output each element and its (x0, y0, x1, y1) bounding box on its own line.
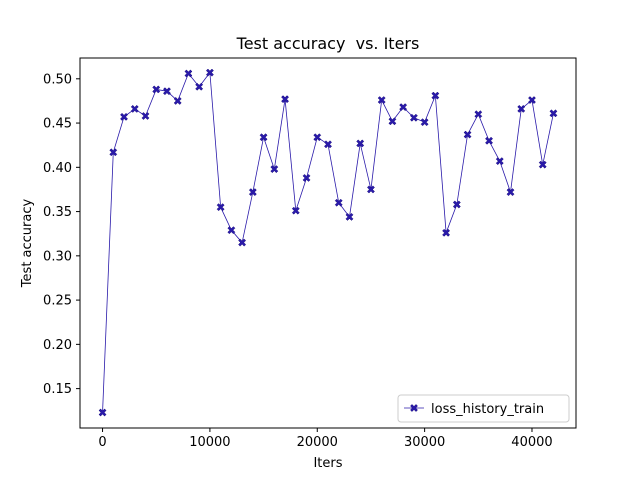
data-point-marker (216, 203, 225, 212)
data-point-marker (152, 85, 161, 94)
data-point-marker (109, 148, 118, 157)
data-point-marker (442, 228, 451, 237)
series-layer (98, 68, 558, 417)
data-point-marker (270, 165, 279, 174)
x-tick-label: 20000 (297, 435, 338, 450)
data-point-marker (173, 96, 182, 105)
y-tick-label: 0.35 (43, 205, 72, 220)
data-point-marker (538, 160, 547, 169)
data-point-marker (366, 185, 375, 194)
x-axis-ticks: 0 10000 20000 30000 40000 (98, 428, 553, 450)
data-point-marker (356, 139, 365, 148)
y-tick-label: 0.25 (43, 294, 72, 309)
y-tick-label: 0.50 (43, 72, 72, 87)
data-point-marker (388, 117, 397, 126)
data-point-marker (452, 200, 461, 209)
x-tick-label: 40000 (511, 435, 552, 450)
data-point-marker (120, 112, 128, 121)
data-point-marker (227, 226, 236, 235)
x-tick-label: 0 (98, 435, 106, 450)
data-point-marker (259, 133, 268, 142)
data-point-marker (409, 113, 418, 122)
data-point-marker (184, 69, 193, 78)
data-point-marker (313, 133, 322, 142)
y-axis-label: Test accuracy (20, 199, 35, 289)
y-tick-label: 0.30 (43, 249, 72, 264)
data-point-marker (549, 109, 558, 118)
legend-marker-swatch (410, 404, 418, 412)
data-point-marker (334, 198, 343, 207)
y-axis-ticks: 0.15 0.20 0.25 0.30 0.35 0.40 0.45 0.50 (43, 72, 80, 397)
y-tick-label: 0.15 (43, 382, 72, 397)
data-point-marker (302, 173, 311, 182)
x-tick-label: 30000 (404, 435, 445, 450)
data-point-marker (248, 188, 257, 197)
chart-title: Test accuracy vs. Iters (236, 34, 420, 53)
data-point-marker (163, 87, 171, 96)
legend-label: loss_history_train (431, 402, 544, 417)
data-point-marker (420, 118, 429, 127)
data-point-marker (506, 188, 515, 197)
data-point-marker (485, 136, 493, 145)
legend-box (397, 394, 570, 423)
y-tick-label: 0.20 (43, 338, 72, 353)
data-point-marker (474, 110, 483, 119)
data-point-marker (463, 130, 472, 139)
data-point-marker (98, 408, 107, 417)
data-point-marker (291, 206, 300, 215)
data-point-marker (205, 68, 214, 77)
data-point-marker (517, 104, 526, 113)
x-axis-label: Iters (313, 456, 342, 471)
y-tick-label: 0.45 (43, 117, 72, 132)
legend: loss_history_train (397, 394, 570, 423)
data-point-marker (141, 112, 150, 120)
y-tick-label: 0.40 (43, 161, 72, 176)
data-point-marker (431, 91, 440, 100)
data-point-marker (377, 96, 386, 105)
data-point-marker (345, 212, 354, 221)
data-point-marker (281, 95, 290, 104)
plot-area-frame (79, 57, 577, 429)
data-point-marker (324, 140, 332, 149)
data-point-marker (528, 96, 536, 105)
data-point-marker (495, 157, 504, 166)
data-point-marker (238, 238, 247, 247)
data-point-marker (399, 103, 408, 112)
data-point-marker (195, 82, 204, 91)
x-tick-label: 10000 (189, 435, 230, 450)
data-point-marker (130, 104, 139, 113)
